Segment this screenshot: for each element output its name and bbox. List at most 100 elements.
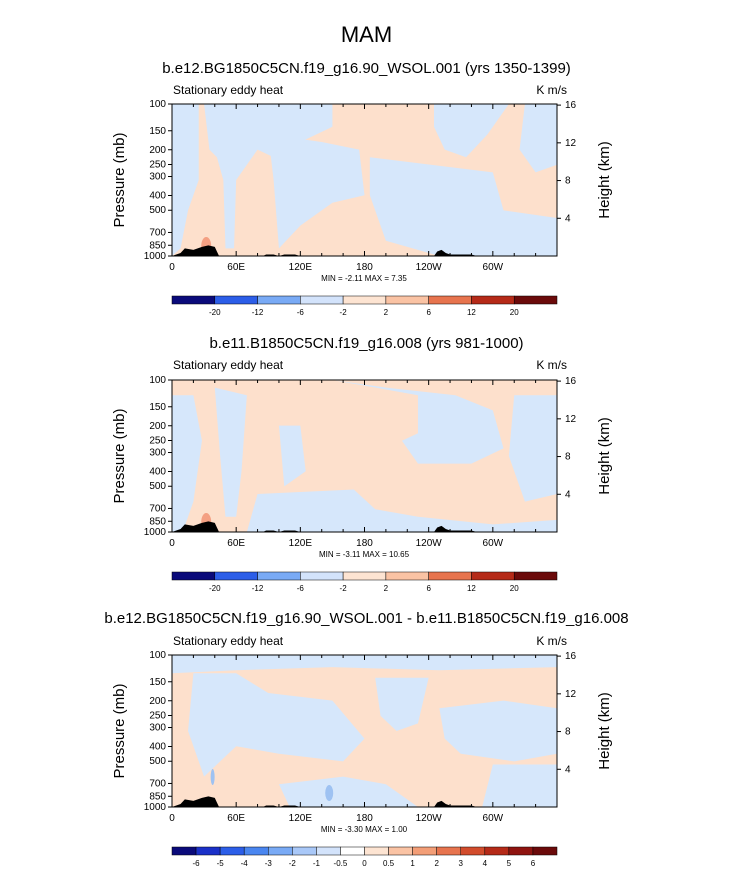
panel-3-cool-region bbox=[278, 776, 418, 807]
colorbar-swatch bbox=[436, 846, 461, 856]
panel-2-units: K m/s bbox=[536, 358, 567, 372]
colorbar-swatch bbox=[508, 846, 534, 856]
colorbar-tick-label: 12 bbox=[467, 308, 476, 317]
panel-1-cool-region bbox=[434, 104, 509, 158]
colorbar-tick-label: -2 bbox=[289, 859, 297, 868]
colorbar-tick-label: 2 bbox=[434, 859, 439, 868]
panel-3-xtick-label: 180 bbox=[356, 813, 373, 824]
colorbar-tick-label: 2 bbox=[384, 308, 389, 317]
panel-3-cool-region bbox=[188, 673, 365, 777]
panel-1-ytick-label: 700 bbox=[149, 227, 166, 238]
panel-2-xtick-label: 120W bbox=[416, 538, 443, 549]
panel-1-ytick-label: 100 bbox=[149, 99, 166, 110]
panel-1-cool-region bbox=[519, 104, 557, 173]
colorbar-tick-label: -12 bbox=[252, 308, 264, 317]
colorbar-tick-label: 20 bbox=[510, 308, 519, 317]
panel-3-cold-spot bbox=[325, 785, 334, 801]
panel-2-y2label: Height (km) bbox=[596, 417, 613, 495]
panel-1-ytick-label: 850 bbox=[149, 240, 166, 251]
panel-1-ytick-label: 300 bbox=[149, 172, 166, 183]
panel-3-ytick-label: 500 bbox=[149, 756, 166, 767]
panel-3-xtick-label: 120W bbox=[416, 813, 443, 824]
panel-3-ytick-label: 200 bbox=[149, 696, 166, 707]
panel-1-ytick-label: 250 bbox=[149, 159, 166, 170]
panel-2-ytick-label: 400 bbox=[149, 467, 166, 478]
panel-3-y2tick-label: 8 bbox=[565, 727, 571, 738]
colorbar-swatch bbox=[388, 846, 413, 856]
panel-2-ytick-label: 300 bbox=[149, 448, 166, 459]
colorbar-swatch bbox=[195, 846, 221, 856]
colorbar-swatch bbox=[342, 295, 387, 305]
colorbar-swatch bbox=[243, 846, 269, 856]
colorbar-tick-label: 6 bbox=[426, 308, 431, 317]
panel-1-cool-region bbox=[268, 134, 365, 249]
colorbar-swatch bbox=[342, 571, 387, 581]
colorbar-tick-label: 6 bbox=[426, 584, 431, 593]
panel-3-ytick-label: 150 bbox=[149, 677, 166, 688]
colorbar-swatch bbox=[385, 295, 429, 305]
panel-2-cool-region bbox=[172, 395, 202, 532]
panel-2-ytick-label: 1000 bbox=[144, 527, 167, 538]
panel-3-cool-region bbox=[375, 677, 429, 731]
colorbar-swatch bbox=[460, 846, 486, 856]
panel-2-y2tick-label: 8 bbox=[565, 452, 571, 463]
colorbar-swatch bbox=[412, 846, 437, 856]
colorbar-tick-label: -2 bbox=[340, 308, 348, 317]
panel-2-ytick-label: 700 bbox=[149, 503, 166, 514]
panel-2-cool-region bbox=[332, 380, 504, 464]
panel-3-y2tick-label: 16 bbox=[565, 651, 577, 662]
panel-3-cool-region bbox=[439, 700, 557, 762]
colorbar-tick-label: -5 bbox=[217, 859, 225, 868]
colorbar-swatch bbox=[385, 571, 429, 581]
panel-1-topography bbox=[172, 245, 557, 256]
colorbar-swatch bbox=[300, 295, 344, 305]
colorbar-tick-label: 4 bbox=[483, 859, 488, 868]
panel-3-cold-spot bbox=[210, 769, 215, 785]
panel-3-xtick-label: 60W bbox=[483, 813, 504, 824]
panel-3-ytick-label: 700 bbox=[149, 778, 166, 789]
panel-3-ytick-label: 300 bbox=[149, 723, 166, 734]
colorbar-tick-label: -6 bbox=[193, 859, 201, 868]
panel-1-colorbar: -20 -12 -6 -2 2 6 12 20 bbox=[171, 295, 558, 317]
colorbar-tick-label: 3 bbox=[459, 859, 464, 868]
panel-2-colorbar: -20 -12 -6 -2 2 6 12 20 bbox=[171, 571, 558, 593]
colorbar-swatch bbox=[316, 846, 341, 856]
panel-1-xtick-label: 120W bbox=[416, 262, 443, 273]
panel-1-units: K m/s bbox=[536, 83, 567, 97]
panel-2-cool-region bbox=[278, 425, 306, 487]
colorbar-tick-label: 6 bbox=[531, 859, 536, 868]
colorbar-tick-label: -20 bbox=[209, 584, 221, 593]
panel-3-y2label: Height (km) bbox=[596, 692, 613, 770]
colorbar-tick-label: 5 bbox=[507, 859, 512, 868]
panel-3-units: K m/s bbox=[536, 634, 567, 648]
colorbar-tick-label: 12 bbox=[467, 584, 476, 593]
colorbar-tick-label: 1 bbox=[410, 859, 415, 868]
panel-3-ytick-label: 850 bbox=[149, 791, 166, 802]
panel-2-ytick-label: 100 bbox=[149, 375, 166, 386]
panel-1-ytick-label: 400 bbox=[149, 191, 166, 202]
colorbar-swatch bbox=[171, 295, 216, 305]
colorbar-swatch bbox=[171, 846, 197, 856]
panel-3-ytick-label: 1000 bbox=[144, 802, 167, 813]
panel-3-field-label: Stationary eddy heat bbox=[173, 634, 284, 648]
colorbar-swatch bbox=[484, 846, 510, 856]
panel-1-stats: MIN = -2.11 MAX = 7.35 bbox=[321, 274, 407, 283]
panel-2-xtick-label: 0 bbox=[169, 538, 175, 549]
colorbar-tick-label: 0.5 bbox=[383, 859, 395, 868]
colorbar-swatch bbox=[428, 295, 472, 305]
panel-3-xtick-label: 60E bbox=[227, 813, 245, 824]
panel-1-ytick-label: 200 bbox=[149, 145, 166, 156]
colorbar-swatch bbox=[471, 571, 515, 581]
panel-3-title: b.e12.BG1850C5CN.f19_g16.90_WSOL.001 - b… bbox=[104, 610, 629, 627]
panel-2-ytick-label: 200 bbox=[149, 421, 166, 432]
colorbar-tick-label: -4 bbox=[241, 859, 249, 868]
colorbar-swatch bbox=[171, 571, 216, 581]
panel-1-cool-region bbox=[369, 157, 557, 256]
colorbar-swatch bbox=[257, 571, 301, 581]
colorbar-swatch bbox=[513, 295, 558, 305]
panel-1-xtick-label: 60W bbox=[483, 262, 504, 273]
panel-1-ytick-label: 500 bbox=[149, 205, 166, 216]
panel-1-ylabel: Pressure (mb) bbox=[111, 132, 128, 227]
